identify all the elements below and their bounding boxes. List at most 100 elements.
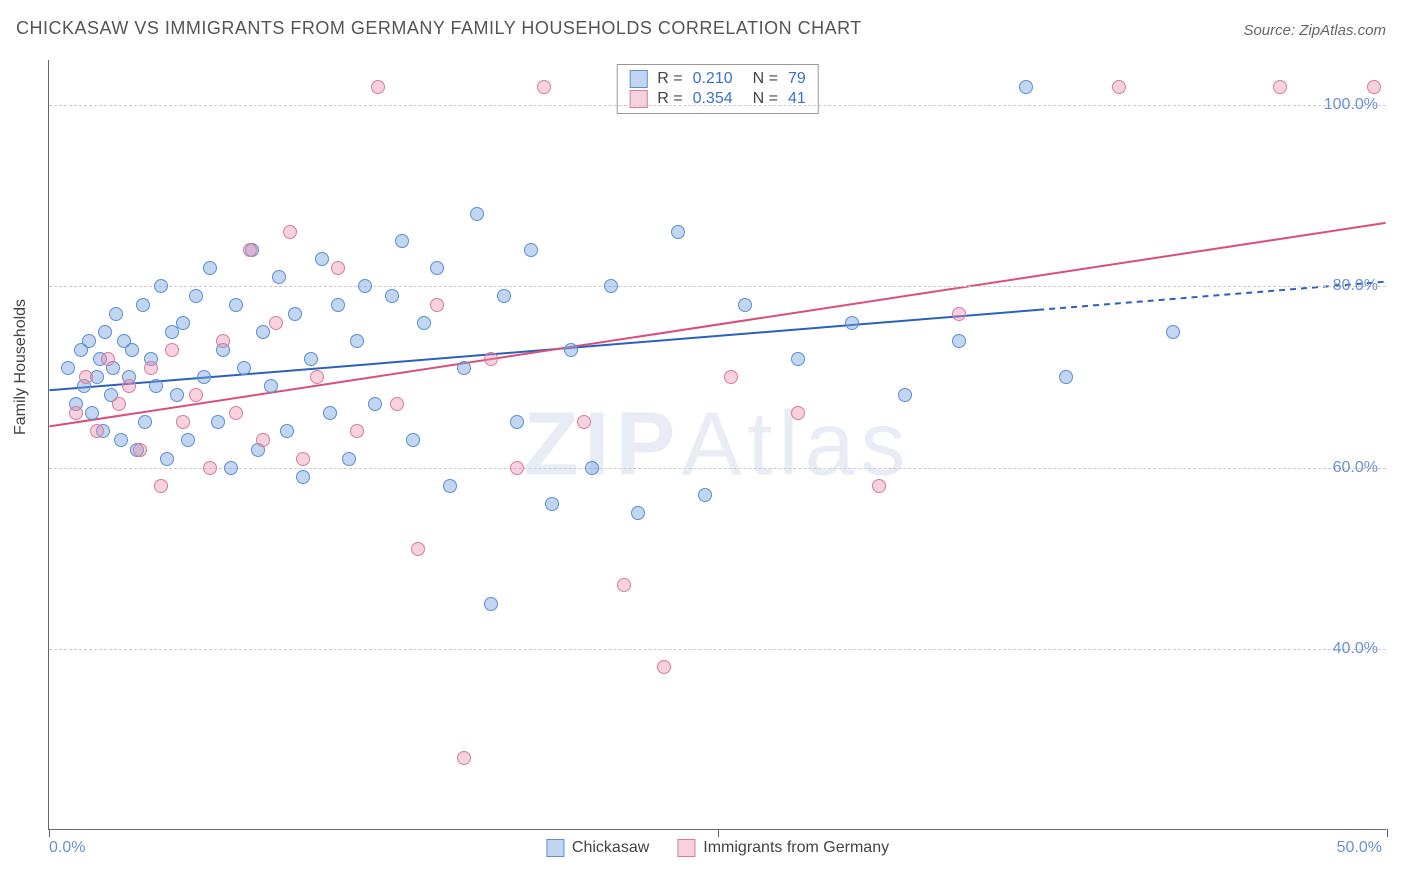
scatter-point — [331, 298, 345, 312]
scatter-point — [1059, 370, 1073, 384]
scatter-point — [368, 397, 382, 411]
scatter-point — [61, 361, 75, 375]
gridline-horizontal — [49, 105, 1386, 106]
source-attribution: Source: ZipAtlas.com — [1243, 22, 1386, 39]
scatter-point — [537, 80, 551, 94]
scatter-point — [323, 406, 337, 420]
scatter-point — [698, 488, 712, 502]
stat-row: R =0.210N =79 — [629, 69, 806, 89]
scatter-point — [411, 542, 425, 556]
scatter-point — [197, 370, 211, 384]
correlation-stat-box: R =0.210N =79R =0.354N =41 — [616, 64, 819, 114]
trend-lines-layer — [49, 60, 1386, 829]
chart-title: CHICKASAW VS IMMIGRANTS FROM GERMANY FAM… — [16, 18, 862, 39]
scatter-point — [304, 352, 318, 366]
legend-item: Chickasaw — [546, 839, 649, 857]
scatter-point — [114, 433, 128, 447]
x-tick — [718, 829, 719, 837]
scatter-point — [545, 497, 559, 511]
y-tick-label: 80.0% — [1333, 277, 1378, 295]
legend-item: Immigrants from Germany — [677, 839, 889, 857]
gridline-horizontal — [49, 286, 1386, 287]
scatter-point — [443, 479, 457, 493]
scatter-point — [82, 334, 96, 348]
scatter-point — [211, 415, 225, 429]
scatter-point — [617, 578, 631, 592]
scatter-point — [224, 461, 238, 475]
scatter-point — [160, 452, 174, 466]
scatter-point — [342, 452, 356, 466]
scatter-point — [457, 751, 471, 765]
plot-area: ZIPAtlas R =0.210N =79R =0.354N =41 Chic… — [48, 60, 1386, 830]
scatter-point — [1112, 80, 1126, 94]
stat-n-value: 79 — [788, 70, 806, 88]
scatter-point — [296, 470, 310, 484]
legend-label: Chickasaw — [572, 839, 649, 857]
scatter-point — [657, 660, 671, 674]
scatter-point — [510, 415, 524, 429]
scatter-point — [125, 343, 139, 357]
scatter-point — [216, 334, 230, 348]
y-axis-label: Family Households — [12, 299, 30, 435]
scatter-point — [952, 307, 966, 321]
scatter-point — [724, 370, 738, 384]
y-tick-label: 100.0% — [1324, 96, 1378, 114]
scatter-point — [457, 361, 471, 375]
scatter-point — [524, 243, 538, 257]
x-tick-label: 0.0% — [49, 839, 85, 857]
stat-r-value: 0.210 — [693, 70, 733, 88]
series-swatch — [629, 70, 647, 88]
scatter-point — [138, 415, 152, 429]
scatter-point — [331, 261, 345, 275]
scatter-point — [952, 334, 966, 348]
scatter-point — [738, 298, 752, 312]
scatter-point — [69, 406, 83, 420]
scatter-point — [585, 461, 599, 475]
scatter-point — [237, 361, 251, 375]
scatter-point — [671, 225, 685, 239]
scatter-point — [845, 316, 859, 330]
scatter-point — [417, 316, 431, 330]
scatter-point — [176, 415, 190, 429]
scatter-point — [203, 461, 217, 475]
scatter-point — [497, 289, 511, 303]
scatter-point — [154, 479, 168, 493]
scatter-point — [90, 424, 104, 438]
scatter-point — [79, 370, 93, 384]
scatter-point — [85, 406, 99, 420]
scatter-point — [181, 433, 195, 447]
scatter-point — [390, 397, 404, 411]
scatter-point — [189, 388, 203, 402]
scatter-point — [101, 352, 115, 366]
scatter-point — [203, 261, 217, 275]
scatter-point — [631, 506, 645, 520]
scatter-point — [243, 243, 257, 257]
scatter-point — [484, 352, 498, 366]
scatter-point — [109, 307, 123, 321]
scatter-point — [898, 388, 912, 402]
x-tick — [49, 829, 50, 837]
scatter-point — [288, 307, 302, 321]
gridline-horizontal — [49, 468, 1386, 469]
y-tick-label: 40.0% — [1333, 640, 1378, 658]
legend-label: Immigrants from Germany — [703, 839, 889, 857]
scatter-point — [510, 461, 524, 475]
scatter-point — [112, 397, 126, 411]
scatter-point — [564, 343, 578, 357]
gridline-horizontal — [49, 649, 1386, 650]
scatter-point — [371, 80, 385, 94]
series-swatch — [677, 839, 695, 857]
scatter-point — [98, 325, 112, 339]
scatter-point — [484, 597, 498, 611]
scatter-point — [269, 316, 283, 330]
scatter-point — [283, 225, 297, 239]
scatter-point — [144, 361, 158, 375]
scatter-point — [872, 479, 886, 493]
scatter-point — [395, 234, 409, 248]
scatter-point — [149, 379, 163, 393]
scatter-point — [791, 352, 805, 366]
scatter-point — [264, 379, 278, 393]
scatter-point — [256, 325, 270, 339]
scatter-point — [229, 406, 243, 420]
x-tick-label: 50.0% — [1337, 839, 1382, 857]
